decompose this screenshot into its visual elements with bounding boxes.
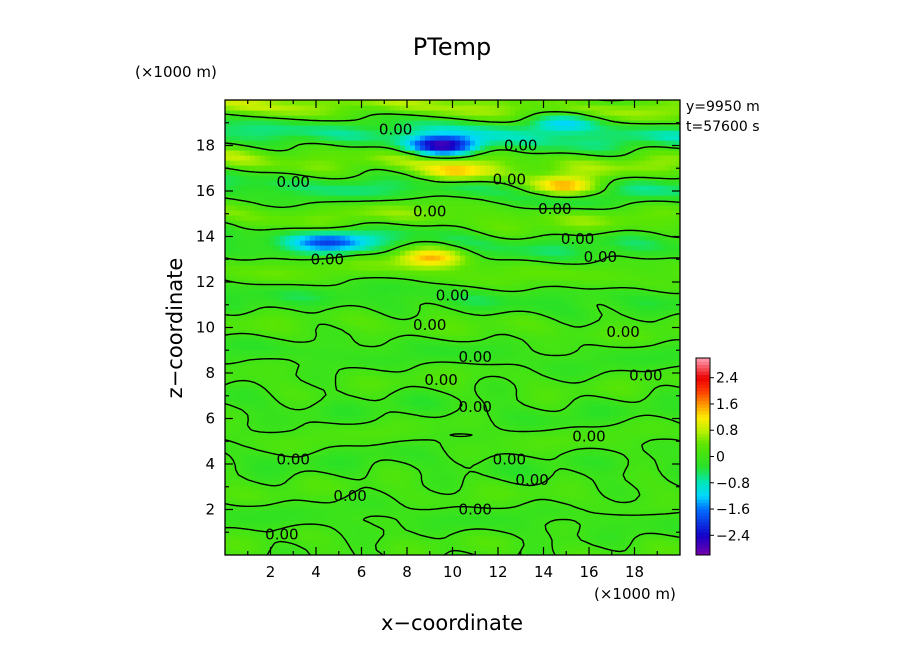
y-tick-label: 16 <box>196 182 215 200</box>
colorbar-tick-label: −1.6 <box>716 502 750 518</box>
contour-label: 0.00 <box>413 202 446 220</box>
x-tick-label: 2 <box>266 563 276 581</box>
contour-label: 0.00 <box>277 450 310 468</box>
contour-label: 0.00 <box>515 471 548 489</box>
colorbar-tick-label: −2.4 <box>716 528 750 544</box>
contour-label: 0.00 <box>459 501 492 519</box>
contour-label: 0.00 <box>606 323 639 341</box>
x-tick-label: 14 <box>534 563 553 581</box>
x-unit-label: (×1000 m) <box>594 585 676 603</box>
zero-contour <box>225 100 680 555</box>
contour-label: 0.00 <box>584 248 617 266</box>
contour-label: 0.00 <box>311 250 344 268</box>
contour-lines <box>225 100 680 555</box>
colorbar: 2.4 1.6 0.8 0 −0.8 −1.6 −2.4 <box>695 357 750 556</box>
contour-label: 0.00 <box>333 487 366 505</box>
contour-labels: 0.00 0.00 0.00 0.00 0.00 0.00 0.00 0.00 0.00 0.00… <box>265 121 662 544</box>
contour-label: 0.00 <box>572 428 605 446</box>
contour-label: 0.00 <box>538 200 571 218</box>
heatmap-field <box>225 100 680 555</box>
y-axis-label: z−coordinate <box>163 258 187 399</box>
info-time: t=57600 s <box>686 119 760 135</box>
contour-label: 0.00 <box>459 348 492 366</box>
colorbar-tick-label: 1.6 <box>716 397 738 413</box>
chart-title: PTemp <box>413 33 491 61</box>
contour-label: 0.00 <box>504 137 537 155</box>
contour-label: 0.00 <box>493 171 526 189</box>
x-tick-label: 10 <box>443 563 462 581</box>
contour-label: 0.00 <box>436 287 469 305</box>
contour-label: 0.00 <box>459 398 492 416</box>
x-tick-label: 16 <box>579 563 598 581</box>
contour-label: 0.00 <box>277 173 310 191</box>
x-tick-label: 6 <box>357 563 367 581</box>
colorbar-tick-label: −0.8 <box>716 476 750 492</box>
contour-label: 0.00 <box>629 366 662 384</box>
x-tick-label: 4 <box>311 563 321 581</box>
contour-label: 0.00 <box>265 526 298 544</box>
colorbar-tick-label: 2.4 <box>716 371 738 387</box>
contour-label: 0.00 <box>493 450 526 468</box>
x-tick-label: 12 <box>488 563 507 581</box>
x-tick-label: 8 <box>402 563 412 581</box>
y-tick-label: 2 <box>205 501 215 519</box>
contour-label: 0.00 <box>379 121 412 139</box>
y-tick-label: 10 <box>196 319 215 337</box>
info-y-position: y=9950 m <box>686 99 760 115</box>
contour-label: 0.00 <box>413 316 446 334</box>
y-tick-label: 12 <box>196 273 215 291</box>
contour-label: 0.00 <box>424 371 457 389</box>
x-tick-label: 18 <box>625 563 644 581</box>
contour-label: 0.00 <box>561 230 594 248</box>
y-unit-label: (×1000 m) <box>135 63 217 81</box>
y-axis-ticks: 2 4 6 8 10 12 14 16 18 <box>196 122 680 533</box>
colorbar-tick-label: 0 <box>716 450 725 466</box>
y-tick-label: 4 <box>205 455 215 473</box>
x-axis-label: x−coordinate <box>381 611 523 635</box>
y-tick-label: 14 <box>196 228 215 246</box>
y-tick-label: 8 <box>205 364 215 382</box>
colorbar-tick-label: 0.8 <box>716 423 738 439</box>
x-axis-ticks: 2 4 6 8 10 12 14 16 18 <box>247 100 658 581</box>
y-tick-label: 18 <box>196 137 215 155</box>
y-tick-label: 6 <box>205 410 215 428</box>
